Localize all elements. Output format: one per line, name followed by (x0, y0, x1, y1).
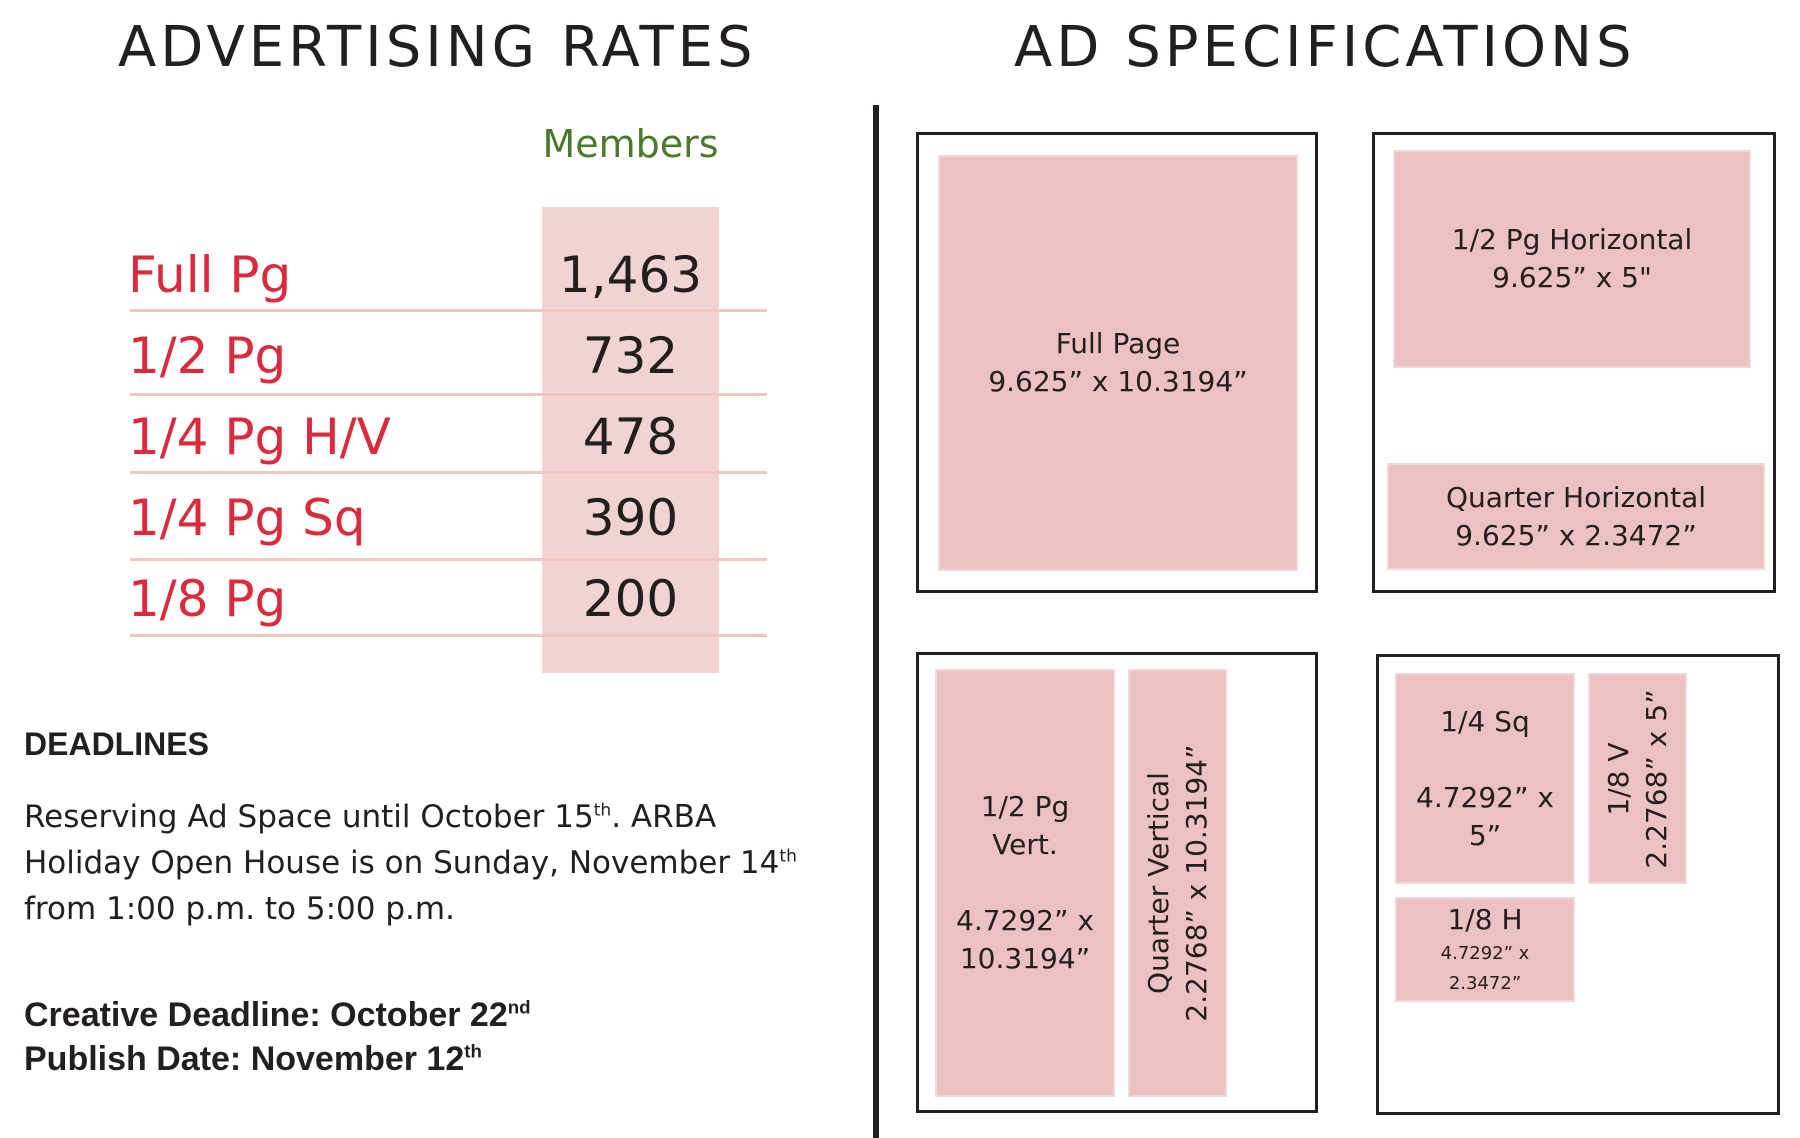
rate-value-full-page: 1,463 (558, 246, 703, 304)
deadlines-line-2: Holiday Open House is on Sunday, Novembe… (24, 840, 797, 886)
eighth-vertical-ad: 1/8 V 2.2768” x 5” (1588, 673, 1687, 884)
deadlines-line-1: Reserving Ad Space until October 15th. A… (24, 794, 797, 840)
rate-value-half-page: 732 (582, 327, 679, 385)
rate-label-half-page: 1/2 Pg (128, 327, 287, 385)
row-divider (130, 471, 767, 474)
rate-value-quarter-page-hv: 478 (582, 408, 679, 466)
eighth-horizontal-size-1: 4.7292” x (1440, 942, 1530, 964)
eighth-vertical-name: 1/8 V (1601, 741, 1635, 816)
half-horizontal-ad: 1/2 Pg Horizontal 9.625” x 5" (1393, 150, 1751, 368)
full-page-size: 9.625” x 10.3194” (988, 365, 1248, 398)
publish-date-text: Publish Date: November 12 (24, 1040, 465, 1078)
eighth-vertical-size: 2.2768” x 5” (1639, 688, 1673, 869)
full-page-name: Full Page (1055, 327, 1181, 360)
rates-title: ADVERTISING RATES (118, 15, 757, 80)
rate-label-full-page: Full Pg (128, 246, 292, 304)
half-vertical-name-2: Vert. (992, 828, 1058, 861)
deadlines-line-1-end: . ARBA (611, 799, 717, 835)
half-vertical-size-1: 4.7292” x (956, 904, 1094, 937)
quarter-horizontal-size: 9.625” x 2.3472” (1455, 518, 1697, 552)
rate-value-quarter-page-sq: 390 (582, 489, 679, 547)
quarter-square-ad: 1/4 Sq 4.7292” x 5” (1395, 673, 1575, 884)
members-column-header: Members (542, 122, 719, 166)
row-divider (130, 393, 767, 396)
eighth-horizontal-size-2: 2.3472” (1448, 972, 1522, 994)
half-vertical-ad: 1/2 Pg Vert. 4.7292” x 10.3194” (935, 669, 1115, 1097)
quarter-square-size-1: 4.7292” x (1416, 780, 1554, 814)
row-divider (130, 558, 767, 561)
quarter-square-name: 1/4 Sq (1440, 704, 1530, 738)
publish-date: Publish Date: November 12th (24, 1040, 482, 1079)
quarter-horizontal-ad: Quarter Horizontal 9.625” x 2.3472” (1387, 463, 1765, 570)
quarter-square-size-2: 5” (1468, 818, 1502, 852)
rate-label-eighth-page: 1/8 Pg (128, 570, 287, 628)
deadlines-heading: DEADLINES (24, 726, 209, 762)
ordinal-suffix: th (593, 800, 612, 821)
half-horizontal-size: 9.625” x 5" (1492, 261, 1652, 294)
rate-label-quarter-page-sq: 1/4 Pg Sq (128, 489, 366, 547)
quarter-vertical-size: 2.2768” x 10.3194” (1179, 744, 1213, 1022)
rate-value-eighth-page: 200 (582, 570, 679, 628)
row-divider (130, 634, 767, 637)
half-vertical-size-2: 10.3194” (959, 942, 1091, 975)
half-horizontal-name: 1/2 Pg Horizontal (1451, 223, 1693, 256)
deadlines-line-2-text: Holiday Open House is on Sunday, Novembe… (24, 845, 780, 881)
row-divider (130, 309, 767, 312)
quarter-horizontal-name: Quarter Horizontal (1445, 480, 1707, 514)
quarter-vertical-ad: Quarter Vertical 2.2768” x 10.3194” (1128, 669, 1227, 1097)
half-vertical-name-1: 1/2 Pg (980, 790, 1070, 823)
deadlines-paragraph: Reserving Ad Space until October 15th. A… (24, 794, 797, 932)
deadlines-line-1-text: Reserving Ad Space until October 15 (24, 799, 594, 835)
ordinal-suffix: th (464, 1040, 482, 1062)
creative-deadline-text: Creative Deadline: October 22 (24, 996, 508, 1034)
specs-title: AD SPECIFICATIONS (1014, 15, 1636, 80)
quarter-vertical-label: Quarter Vertical 2.2768” x 10.3194” (1140, 744, 1216, 1021)
eighth-horizontal-ad: 1/8 H 4.7292” x 2.3472” (1395, 897, 1575, 1002)
rate-label-quarter-page-hv: 1/4 Pg H/V (128, 408, 391, 466)
full-page-ad: Full Page 9.625” x 10.3194” (938, 155, 1298, 571)
quarter-vertical-name: Quarter Vertical (1141, 772, 1175, 994)
eighth-horizontal-name: 1/8 H (1447, 902, 1523, 936)
column-divider (873, 105, 879, 1138)
deadlines-line-3: from 1:00 p.m. to 5:00 p.m. (24, 891, 455, 927)
eighth-vertical-label: 1/8 V 2.2768” x 5” (1600, 689, 1676, 868)
members-column-highlight (542, 207, 719, 673)
ordinal-suffix: th (779, 846, 797, 867)
creative-deadline: Creative Deadline: October 22nd (24, 996, 531, 1035)
ordinal-suffix: nd (507, 996, 531, 1018)
